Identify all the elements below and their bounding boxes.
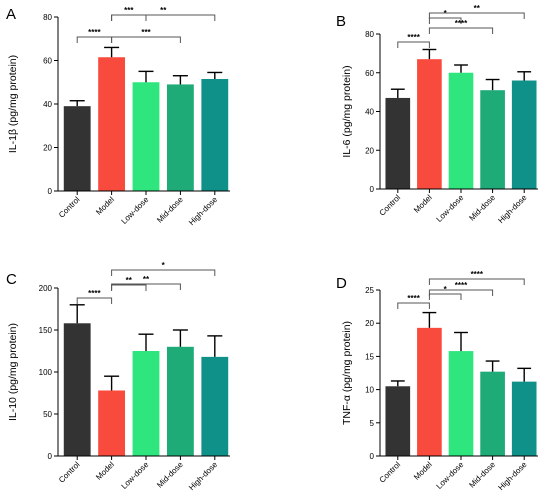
x-tick-label: Low-dose bbox=[120, 460, 151, 491]
y-tick-label: 10 bbox=[365, 386, 374, 395]
significance-label: **** bbox=[88, 28, 101, 37]
panel-letter: B bbox=[336, 13, 346, 30]
y-tick-label: 20 bbox=[43, 144, 52, 153]
y-tick-label: 200 bbox=[39, 284, 53, 293]
significance-label: **** bbox=[88, 289, 101, 298]
y-tick-label: 20 bbox=[365, 319, 374, 328]
y-tick-label: 100 bbox=[39, 368, 53, 377]
y-axis-label: IL-1β (pg/mg protein) bbox=[7, 55, 19, 153]
bar-model bbox=[98, 390, 125, 456]
y-axis-label: IL-10 (pg/mg protein) bbox=[7, 323, 19, 421]
x-tick-label: High-dose bbox=[496, 193, 529, 226]
x-tick-label: Control bbox=[57, 195, 82, 220]
bar-mid-dose bbox=[480, 372, 505, 456]
significance-label: ** bbox=[143, 275, 150, 284]
x-tick-label: Control bbox=[378, 193, 403, 218]
x-tick-label: Model bbox=[412, 460, 434, 482]
x-tick-label: Model bbox=[94, 460, 116, 482]
y-tick-label: 5 bbox=[370, 419, 375, 428]
significance-bracket bbox=[112, 285, 146, 291]
y-tick-label: 0 bbox=[370, 452, 375, 461]
significance-label: ** bbox=[160, 6, 167, 15]
bar-mid-dose bbox=[167, 84, 194, 191]
x-tick-label: Model bbox=[412, 193, 434, 215]
bar-high-dose bbox=[512, 382, 537, 456]
x-tick-label: Low-dose bbox=[120, 195, 151, 226]
panel-letter: C bbox=[6, 271, 17, 288]
significance-bracket bbox=[112, 15, 146, 21]
bar-low-dose bbox=[449, 351, 474, 456]
bar-low-dose bbox=[133, 82, 160, 191]
x-tick-label: Mid-dose bbox=[467, 193, 497, 223]
significance-label: **** bbox=[407, 294, 420, 303]
x-tick-label: Model bbox=[94, 195, 116, 217]
y-axis-label: IL-6 (pg/mg protein) bbox=[341, 65, 353, 157]
panel-a: A 0 20 40 60 80 Control Model Low-dose Mid-dose Hi… bbox=[6, 6, 230, 227]
x-tick-label: Control bbox=[378, 460, 403, 485]
y-tick-label: 0 bbox=[370, 185, 375, 194]
y-tick-label: 40 bbox=[365, 108, 374, 117]
bar-model bbox=[417, 59, 442, 189]
x-tick-label: Mid-dose bbox=[155, 195, 185, 225]
x-tick-label: High-dose bbox=[187, 460, 220, 493]
bar-high-dose bbox=[201, 79, 228, 191]
significance-label: **** bbox=[471, 270, 484, 279]
significance-label: *** bbox=[124, 6, 134, 15]
significance-bracket bbox=[398, 303, 430, 309]
significance-bracket bbox=[77, 37, 111, 43]
significance-bracket bbox=[429, 294, 461, 300]
y-tick-label: 20 bbox=[365, 146, 374, 155]
significance-label: * bbox=[162, 261, 166, 270]
panel-letter: D bbox=[336, 275, 347, 292]
y-tick-label: 60 bbox=[365, 69, 374, 78]
y-axis-label: TNF-α (pg/mg protein) bbox=[341, 321, 353, 425]
y-tick-label: 60 bbox=[43, 57, 52, 66]
bar-control bbox=[385, 98, 410, 189]
bar-high-dose bbox=[512, 81, 537, 190]
significance-label: *** bbox=[141, 28, 151, 37]
y-tick-label: 40 bbox=[43, 100, 52, 109]
bar-high-dose bbox=[201, 357, 228, 456]
y-tick-label: 80 bbox=[43, 13, 52, 22]
bar-low-dose bbox=[449, 73, 474, 189]
x-tick-label: Mid-dose bbox=[155, 460, 185, 490]
y-tick-label: 25 bbox=[365, 286, 374, 295]
panel-b: B 0 20 40 60 80 Control Model Low-dose Mid-dose Hi… bbox=[336, 4, 538, 225]
significance-label: **** bbox=[455, 281, 468, 290]
bar-model bbox=[417, 328, 442, 456]
y-tick-label: 80 bbox=[365, 30, 374, 39]
bar-control bbox=[385, 386, 410, 456]
significance-label: **** bbox=[407, 33, 420, 42]
significance-label: ** bbox=[474, 4, 481, 13]
x-tick-label: Low-dose bbox=[435, 193, 466, 224]
x-tick-label: High-dose bbox=[496, 460, 529, 493]
significance-bracket bbox=[112, 37, 181, 43]
significance-bracket bbox=[77, 298, 111, 304]
y-tick-label: 50 bbox=[43, 410, 52, 419]
panel-c: C 0 50 100 150 200 Control Model Low-dose Mid-dos… bbox=[6, 261, 230, 492]
bar-mid-dose bbox=[480, 90, 505, 189]
significance-bracket bbox=[429, 28, 492, 34]
panel-letter: A bbox=[6, 6, 16, 23]
bar-model bbox=[98, 57, 125, 191]
x-tick-label: Mid-dose bbox=[467, 460, 497, 490]
y-tick-label: 0 bbox=[48, 187, 53, 196]
bar-low-dose bbox=[133, 351, 160, 456]
y-tick-label: 15 bbox=[365, 352, 374, 361]
x-tick-label: Low-dose bbox=[435, 460, 466, 491]
bar-control bbox=[64, 323, 91, 456]
significance-label: **** bbox=[455, 19, 468, 28]
x-tick-label: Control bbox=[57, 460, 82, 485]
x-tick-label: High-dose bbox=[187, 195, 220, 228]
significance-bracket bbox=[398, 42, 430, 48]
panel-d: D 0 5 10 15 20 25 Control Model Low-dose Mid-dose H… bbox=[336, 270, 538, 492]
y-tick-label: 0 bbox=[48, 452, 53, 461]
bar-control bbox=[64, 106, 91, 191]
bar-mid-dose bbox=[167, 347, 194, 456]
significance-bracket bbox=[112, 15, 215, 21]
y-tick-label: 150 bbox=[39, 326, 53, 335]
